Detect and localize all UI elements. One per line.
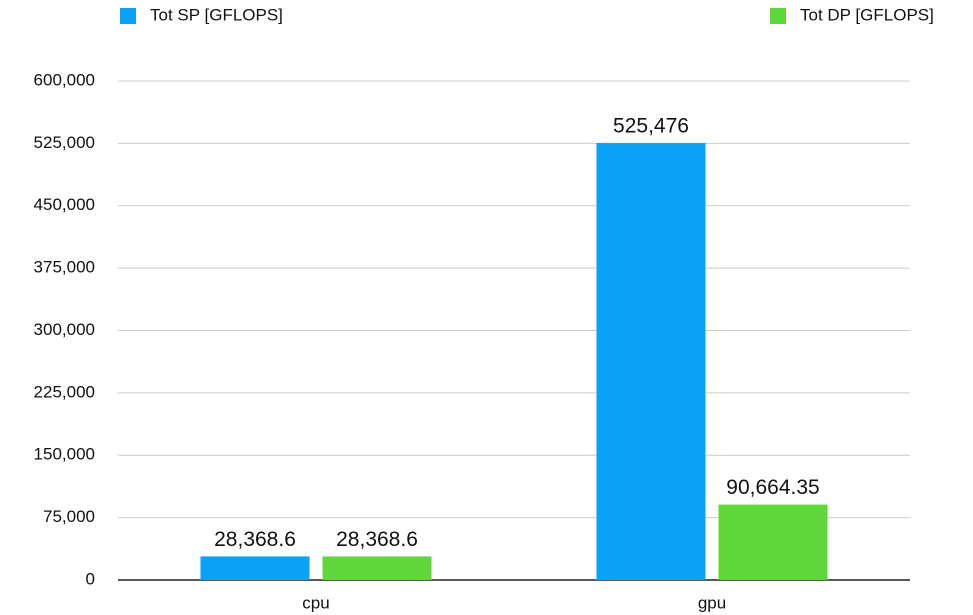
- y-tick-label: 225,000: [34, 382, 95, 401]
- value-label: 28,368.6: [336, 528, 418, 551]
- bar: [718, 504, 828, 580]
- legend-swatch: [120, 8, 136, 24]
- y-tick-label: 525,000: [34, 133, 95, 152]
- value-label: 28,368.6: [214, 528, 296, 551]
- y-tick-label: 0: [86, 569, 95, 588]
- x-tick-label: gpu: [698, 593, 726, 612]
- y-tick-label: 300,000: [34, 320, 95, 339]
- y-tick-label: 150,000: [34, 445, 95, 464]
- value-label: 90,664.35: [726, 476, 819, 499]
- y-tick-label: 75,000: [43, 507, 95, 526]
- bar: [322, 556, 432, 580]
- bar: [596, 142, 706, 580]
- value-label: 525,476: [613, 115, 689, 138]
- bar: [200, 556, 310, 580]
- y-tick-label: 450,000: [34, 195, 95, 214]
- y-tick-label: 600,000: [34, 70, 95, 89]
- y-tick-label: 375,000: [34, 258, 95, 277]
- legend-swatch: [770, 8, 786, 24]
- legend-label: Tot DP [GFLOPS]: [800, 5, 934, 24]
- x-tick-label: cpu: [302, 593, 329, 612]
- legend-label: Tot SP [GFLOPS]: [150, 5, 283, 24]
